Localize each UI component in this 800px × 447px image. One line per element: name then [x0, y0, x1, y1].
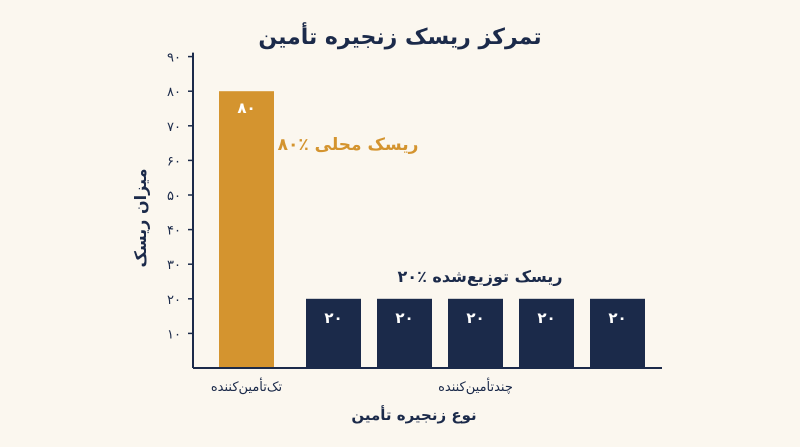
- bar-value-label: ۸۰: [237, 99, 255, 117]
- y-tick-label: ۴۰: [167, 224, 181, 239]
- bar-value-label: ۲۰: [395, 309, 413, 327]
- y-axis-label: میزان ریسک: [131, 169, 150, 268]
- bar: [519, 298, 574, 368]
- x-category-label: تک‌تأمین‌کننده: [211, 377, 283, 395]
- annotations: ۸۰٪ ریسک محلی ۲۰٪ ریسک توزیع‌شده: [278, 135, 563, 286]
- bars: [219, 91, 645, 368]
- y-tick-label: ۸۰: [167, 85, 181, 100]
- y-tick-label: ۹۰: [167, 51, 181, 66]
- x-axis: تک‌تأمین‌کننده چندتأمین‌کننده: [193, 367, 662, 395]
- bar: [590, 298, 645, 368]
- y-tick-label: ۷۰: [167, 120, 181, 135]
- y-tick-label: ۳۰: [167, 258, 181, 273]
- annotation-label: ۸۰٪ ریسک محلی: [278, 135, 419, 155]
- bar-value-label: ۲۰: [608, 309, 626, 327]
- x-axis-label: نوع زنجیره تأمین: [351, 405, 476, 424]
- bar-value-label: ۲۰: [324, 309, 342, 327]
- y-tick-label: ۲۰: [167, 293, 181, 308]
- y-tick-label: ۱۰: [167, 327, 181, 342]
- bar: [448, 298, 503, 368]
- bar-value-labels: ۸۰ ۲۰ ۲۰ ۲۰ ۲۰ ۲۰: [237, 99, 626, 327]
- bar-value-label: ۲۰: [537, 309, 555, 327]
- bar: [219, 91, 274, 368]
- bar: [306, 298, 361, 368]
- bar-value-label: ۲۰: [466, 309, 484, 327]
- y-tick-label: ۵۰: [167, 189, 181, 204]
- y-tick-label: ۶۰: [167, 154, 181, 169]
- x-category-label: چندتأمین‌کننده: [438, 377, 513, 395]
- bar: [377, 298, 432, 368]
- chart-title: تمرکز ریسک زنجیره تأمین: [258, 21, 541, 50]
- y-axis: ۱۰ ۲۰ ۳۰ ۴۰ ۵۰ ۶۰ ۷۰ ۸۰ ۹۰: [167, 51, 194, 368]
- annotation-label: ۲۰٪ ریسک توزیع‌شده: [398, 267, 563, 286]
